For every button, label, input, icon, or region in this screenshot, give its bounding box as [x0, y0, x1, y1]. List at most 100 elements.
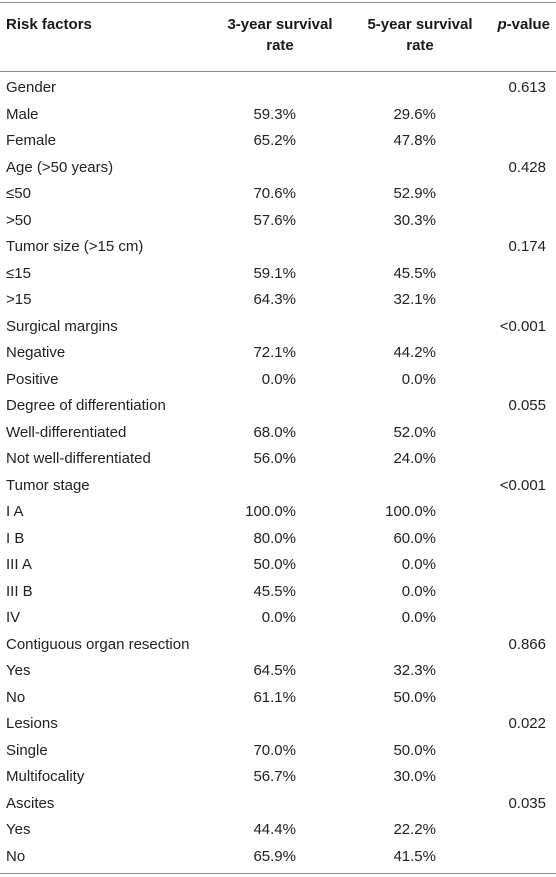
three-year-rate-cell: 68.0% — [253, 423, 296, 441]
risk-factor-cell: >50 — [6, 211, 32, 229]
header-five-year-survival: 5-year survival rate — [367, 16, 473, 54]
five-year-rate-cell: 29.6% — [393, 105, 436, 123]
risk-factor-cell: >15 — [6, 291, 32, 308]
table-top-rule — [0, 2, 556, 3]
five-year-rate-cell: 30.0% — [393, 768, 436, 785]
risk-factor-cell: ≤50 — [6, 185, 31, 202]
table-header-rule — [0, 71, 556, 72]
table-row: Positive 0.0% 0.0% — [0, 367, 556, 394]
risk-factor-cell: I B — [6, 529, 25, 547]
table-row: >15 64.3% 32.1% — [0, 287, 556, 314]
three-year-rate-cell: 72.1% — [253, 344, 296, 361]
table-row: Degree of differentiation 0.055 — [0, 393, 556, 420]
p-value-cell: <0.001 — [499, 476, 546, 494]
risk-factor-cell: Positive — [6, 370, 59, 388]
five-year-rate-cell: 30.3% — [393, 211, 436, 229]
risk-factor-cell: Female — [6, 132, 57, 149]
table-row: ≤15 59.1% 45.5% — [0, 261, 556, 288]
risk-factor-cell: Age (>50 years) — [6, 158, 114, 176]
table-row: Tumor size (>15 cm) 0.174 — [0, 234, 556, 261]
five-year-rate-cell: 47.8% — [393, 132, 436, 149]
five-year-rate-cell: 32.3% — [393, 662, 436, 679]
five-year-rate-cell: 22.2% — [393, 821, 436, 838]
three-year-rate-cell: 80.0% — [253, 529, 296, 547]
table-body: Gender 0.613 Male 59.3% 29.6% Female 65.2% 47.8… — [0, 75, 556, 870]
header-p-letter: p — [497, 16, 507, 33]
three-year-rate-cell: 70.6% — [253, 185, 296, 202]
p-value-cell: 0.055 — [508, 397, 546, 414]
five-year-rate-cell: 41.5% — [393, 847, 436, 865]
risk-factor-cell: III B — [6, 582, 33, 600]
three-year-rate-cell: 0.0% — [261, 609, 296, 626]
risk-factor-cell: Multifocality — [6, 768, 85, 785]
table-row: Ascites 0.035 — [0, 791, 556, 818]
table-bottom-rule — [0, 873, 556, 874]
three-year-rate-cell: 59.1% — [253, 264, 296, 282]
risk-factor-cell: Not well-differentiated — [6, 450, 151, 467]
risk-factor-cell: No — [6, 688, 26, 706]
header-three-year-survival: 3-year survival rate — [227, 16, 333, 54]
table-row: Not well-differentiated 56.0% 24.0% — [0, 446, 556, 473]
table-row: No 61.1% 50.0% — [0, 685, 556, 712]
table-row: Female 65.2% 47.8% — [0, 128, 556, 155]
five-year-rate-cell: 50.0% — [393, 688, 436, 706]
three-year-rate-cell: 59.3% — [253, 105, 296, 123]
p-value-cell: 0.613 — [508, 79, 546, 96]
three-year-rate-cell: 44.4% — [253, 821, 296, 838]
table-row: >50 57.6% 30.3% — [0, 208, 556, 235]
risk-factor-cell: Gender — [6, 79, 57, 96]
header-p-value: p-value — [478, 14, 550, 35]
three-year-rate-cell: 100.0% — [245, 503, 296, 520]
p-value-cell: 0.174 — [508, 238, 546, 255]
table-row: Lesions 0.022 — [0, 711, 556, 738]
five-year-rate-cell: 52.0% — [393, 423, 436, 441]
risk-factor-cell: Contiguous organ resection — [6, 635, 190, 653]
five-year-rate-cell: 50.0% — [393, 741, 436, 759]
table-row: Tumor stage <0.001 — [0, 473, 556, 500]
risk-factor-cell: Lesions — [6, 715, 58, 732]
risk-factor-cell: Male — [6, 105, 39, 123]
p-value-cell: <0.001 — [499, 317, 546, 335]
p-value-cell: 0.428 — [508, 158, 546, 176]
risk-factor-cell: Negative — [6, 344, 66, 361]
five-year-rate-cell: 52.9% — [393, 185, 436, 202]
three-year-rate-cell: 56.7% — [253, 768, 296, 785]
table-row: Negative 72.1% 44.2% — [0, 340, 556, 367]
p-value-cell: 0.035 — [508, 794, 546, 812]
table-row: Age (>50 years) 0.428 — [0, 155, 556, 182]
p-value-cell: 0.866 — [508, 635, 546, 653]
five-year-rate-cell: 24.0% — [393, 450, 436, 467]
five-year-rate-cell: 45.5% — [393, 264, 436, 282]
three-year-rate-cell: 64.5% — [253, 662, 296, 679]
three-year-rate-cell: 70.0% — [253, 741, 296, 759]
table-row: I B 80.0% 60.0% — [0, 526, 556, 553]
five-year-rate-cell: 0.0% — [401, 582, 436, 600]
five-year-rate-cell: 0.0% — [401, 556, 436, 573]
risk-factor-cell: No — [6, 847, 26, 865]
table-row: IV 0.0% 0.0% — [0, 605, 556, 632]
risk-factor-cell: IV — [6, 609, 21, 626]
three-year-rate-cell: 65.9% — [253, 847, 296, 865]
table-row: Yes 64.5% 32.3% — [0, 658, 556, 685]
risk-factor-cell: Degree of differentiation — [6, 397, 166, 414]
five-year-rate-cell: 44.2% — [393, 344, 436, 361]
header-p-suffix: -value — [506, 16, 550, 33]
three-year-rate-cell: 50.0% — [253, 556, 296, 573]
risk-factor-cell: Tumor stage — [6, 476, 90, 494]
risk-factor-cell: Ascites — [6, 794, 55, 812]
three-year-rate-cell: 65.2% — [253, 132, 296, 149]
table-row: ≤50 70.6% 52.9% — [0, 181, 556, 208]
risk-factor-cell: Surgical margins — [6, 317, 118, 335]
table-row: III A 50.0% 0.0% — [0, 552, 556, 579]
risk-factor-cell: Tumor size (>15 cm) — [6, 238, 144, 255]
table-row: Multifocality 56.7% 30.0% — [0, 764, 556, 791]
header-risk-factors: Risk factors — [6, 16, 92, 33]
table-row: Male 59.3% 29.6% — [0, 102, 556, 129]
table-row: Surgical margins <0.001 — [0, 314, 556, 341]
risk-factor-cell: Yes — [6, 821, 31, 838]
five-year-rate-cell: 100.0% — [385, 503, 436, 520]
five-year-rate-cell: 60.0% — [393, 529, 436, 547]
three-year-rate-cell: 64.3% — [253, 291, 296, 308]
three-year-rate-cell: 0.0% — [261, 370, 296, 388]
p-value-cell: 0.022 — [508, 715, 546, 732]
